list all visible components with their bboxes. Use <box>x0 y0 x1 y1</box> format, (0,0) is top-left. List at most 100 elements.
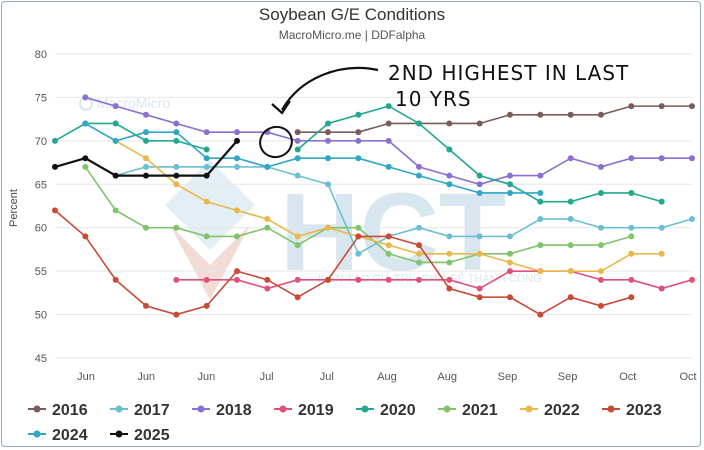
data-point-2023[interactable] <box>507 294 513 301</box>
legend-item-2021[interactable]: 2021 <box>438 402 498 419</box>
data-point-2017[interactable] <box>507 233 513 240</box>
data-point-2023[interactable] <box>567 294 574 301</box>
data-point-2018[interactable] <box>173 120 180 127</box>
data-point-2017[interactable] <box>325 181 331 188</box>
data-point-2020[interactable] <box>507 181 513 188</box>
data-point-2021[interactable] <box>82 163 89 170</box>
data-point-2022[interactable] <box>234 207 240 214</box>
data-point-2023[interactable] <box>355 233 362 240</box>
data-point-2016[interactable] <box>355 129 362 136</box>
data-point-2018[interactable] <box>658 155 665 162</box>
data-point-2025[interactable] <box>234 137 240 144</box>
data-point-2024[interactable] <box>537 189 544 196</box>
data-point-2017[interactable] <box>598 224 604 231</box>
data-point-2020[interactable] <box>385 103 392 110</box>
data-point-2023[interactable] <box>234 268 240 275</box>
data-point-2017[interactable] <box>143 163 149 170</box>
data-point-2020[interactable] <box>537 198 544 205</box>
data-point-2018[interactable] <box>355 137 362 144</box>
data-point-2025[interactable] <box>143 172 149 179</box>
data-point-2025[interactable] <box>82 155 89 162</box>
data-point-2021[interactable] <box>234 233 240 240</box>
data-point-2023[interactable] <box>294 294 301 301</box>
data-point-2020[interactable] <box>143 137 149 144</box>
data-point-2024[interactable] <box>325 155 331 162</box>
data-point-2024[interactable] <box>203 155 210 162</box>
data-point-2024[interactable] <box>264 163 271 170</box>
data-point-2021[interactable] <box>112 207 119 214</box>
data-point-2019[interactable] <box>628 276 635 283</box>
data-point-2021[interactable] <box>446 259 453 266</box>
data-point-2023[interactable] <box>598 302 604 309</box>
data-point-2021[interactable] <box>173 224 180 231</box>
data-point-2021[interactable] <box>628 233 635 240</box>
data-point-2024[interactable] <box>143 129 149 136</box>
data-point-2021[interactable] <box>385 250 392 257</box>
data-point-2019[interactable] <box>507 268 513 275</box>
data-point-2019[interactable] <box>234 276 240 283</box>
data-point-2018[interactable] <box>476 181 483 188</box>
data-point-2018[interactable] <box>82 94 89 101</box>
data-point-2022[interactable] <box>264 216 271 223</box>
data-point-2021[interactable] <box>355 224 362 231</box>
data-point-2024[interactable] <box>82 120 89 127</box>
data-point-2021[interactable] <box>143 224 149 231</box>
data-point-2020[interactable] <box>112 120 119 127</box>
legend-item-2024[interactable]: 2024 <box>28 427 88 444</box>
data-point-2021[interactable] <box>416 259 422 266</box>
data-point-2022[interactable] <box>385 242 392 249</box>
legend-item-2017[interactable]: 2017 <box>110 402 170 419</box>
data-point-2024[interactable] <box>476 189 483 196</box>
data-point-2020[interactable] <box>598 189 604 196</box>
data-point-2023[interactable] <box>203 302 210 309</box>
data-point-2019[interactable] <box>294 276 301 283</box>
data-point-2024[interactable] <box>416 172 422 179</box>
data-point-2022[interactable] <box>658 250 665 257</box>
data-point-2021[interactable] <box>264 224 271 231</box>
data-point-2024[interactable] <box>294 155 301 162</box>
data-point-2021[interactable] <box>507 250 513 257</box>
legend-item-2018[interactable]: 2018 <box>192 402 252 419</box>
data-point-2022[interactable] <box>416 250 422 257</box>
data-point-2017[interactable] <box>234 163 240 170</box>
data-point-2023[interactable] <box>112 276 119 283</box>
data-point-2021[interactable] <box>567 242 574 249</box>
data-point-2018[interactable] <box>203 129 210 136</box>
data-point-2022[interactable] <box>476 250 483 257</box>
legend-item-2016[interactable]: 2016 <box>28 402 88 419</box>
data-point-2020[interactable] <box>203 146 210 153</box>
data-point-2024[interactable] <box>234 155 240 162</box>
data-point-2021[interactable] <box>294 242 301 249</box>
data-point-2016[interactable] <box>294 129 301 136</box>
data-point-2016[interactable] <box>658 103 665 110</box>
data-point-2016[interactable] <box>385 120 392 127</box>
data-point-2019[interactable] <box>598 276 604 283</box>
data-point-2019[interactable] <box>446 276 453 283</box>
data-point-2016[interactable] <box>598 111 604 118</box>
data-point-2020[interactable] <box>416 120 422 127</box>
data-point-2022[interactable] <box>598 268 604 275</box>
legend-item-2020[interactable]: 2020 <box>356 402 416 419</box>
data-point-2023[interactable] <box>143 302 149 309</box>
data-point-2023[interactable] <box>264 276 271 283</box>
data-point-2018[interactable] <box>234 129 240 136</box>
legend-item-2025[interactable]: 2025 <box>110 427 170 444</box>
data-point-2017[interactable] <box>658 224 665 231</box>
data-point-2016[interactable] <box>689 103 695 110</box>
data-point-2019[interactable] <box>476 285 483 292</box>
data-point-2025[interactable] <box>112 172 119 179</box>
data-point-2019[interactable] <box>689 276 695 283</box>
legend-item-2019[interactable]: 2019 <box>274 402 334 419</box>
data-point-2023[interactable] <box>476 294 483 301</box>
data-point-2020[interactable] <box>52 137 58 144</box>
data-point-2017[interactable] <box>173 163 180 170</box>
data-point-2016[interactable] <box>537 111 544 118</box>
data-point-2022[interactable] <box>325 224 331 231</box>
data-point-2025[interactable] <box>203 172 210 179</box>
data-point-2016[interactable] <box>507 111 513 118</box>
data-point-2019[interactable] <box>416 276 422 283</box>
data-point-2017[interactable] <box>567 216 574 223</box>
data-point-2023[interactable] <box>628 294 635 301</box>
data-point-2017[interactable] <box>446 233 453 240</box>
legend-item-2022[interactable]: 2022 <box>520 402 580 419</box>
